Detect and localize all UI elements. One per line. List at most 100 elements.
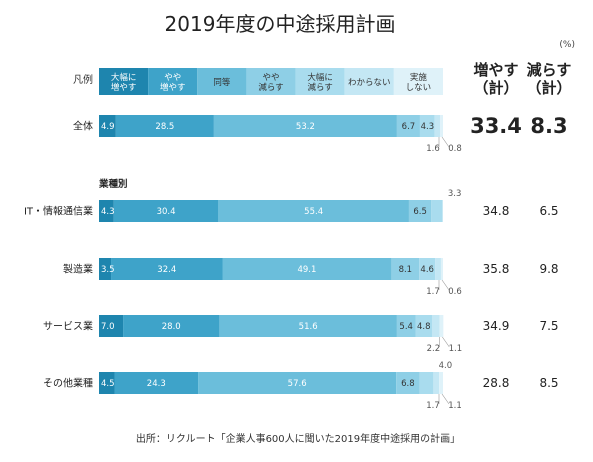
bar-segment [219, 315, 397, 337]
value-label: 49.1 [297, 265, 316, 275]
bar-segment [419, 258, 436, 280]
value-label: 6.7 [402, 122, 416, 132]
legend: 大幅に増やす やや増やす 同等 やや減らす 大幅に減らす わからない 実施しない [99, 68, 443, 95]
value-label: 1.1 [448, 401, 462, 411]
value-label: 2.2 [427, 344, 441, 354]
bar-segment [99, 315, 124, 337]
leader-line [441, 136, 450, 148]
legend-label: 凡例 [73, 73, 93, 86]
value-label: 5.4 [399, 322, 413, 332]
decrease-total: 6.5 [539, 204, 558, 218]
value-label: 4.5 [101, 379, 115, 389]
legend-entry: 実施しない [406, 72, 432, 93]
value-label: 0.8 [448, 144, 462, 154]
bar-segment [408, 200, 432, 222]
bar-segment [431, 200, 443, 222]
bars-layer: 全体 4.9 28.5 53.2 6.7 4.3 1.6 0.8 33.4 8.3 IT・情報通信業… [24, 114, 568, 411]
bar-segment [111, 258, 223, 280]
value-label: 4.3 [421, 122, 435, 132]
legend-swatch [246, 68, 296, 95]
legend-swatch [393, 68, 443, 95]
bar-segment [434, 115, 441, 137]
value-label: 53.2 [296, 122, 315, 132]
category-label: 全体 [73, 120, 93, 133]
summary-header: 増やす（計） [473, 61, 518, 97]
chart-title: 2019年度の中途採用計画 [165, 12, 396, 36]
increase-total: 34.9 [483, 319, 510, 333]
increase-total: 28.8 [483, 376, 510, 390]
value-label: 4.0 [439, 361, 453, 371]
bar-segment [439, 372, 443, 394]
bar-segment [433, 372, 440, 394]
bar-segment [396, 115, 420, 137]
bar-segment [415, 315, 432, 337]
bar-segment [419, 372, 434, 394]
value-label: 1.7 [426, 401, 440, 411]
decrease-total: 7.5 [539, 319, 558, 333]
value-label: 0.6 [448, 287, 462, 297]
bar-segment [218, 200, 409, 222]
value-label: 4.8 [417, 322, 431, 332]
category-label: その他業種 [43, 377, 93, 390]
category-label: IT・情報通信業 [24, 205, 93, 218]
leader-line [441, 393, 450, 405]
summary-headers: 増やす（計）減らす（計） [473, 61, 571, 97]
category-label: サービス業 [43, 320, 93, 333]
bar-segment [99, 372, 115, 394]
legend-entry: 同等 [213, 77, 231, 88]
legend-swatch [148, 68, 198, 95]
increase-total: 33.4 [470, 114, 522, 138]
bar-segment [391, 258, 420, 280]
value-label: 1.6 [426, 144, 440, 154]
bar-segment [99, 115, 116, 137]
source-note: 出所：リクルート「企業人事600人に聞いた2019年度中途採用の計画」 [136, 432, 460, 445]
decrease-total: 8.5 [539, 376, 558, 390]
legend-swatch [99, 68, 149, 95]
value-label: 4.9 [101, 122, 115, 132]
section-label: 業種別 [98, 178, 128, 190]
legend-entry: やや増やす [160, 73, 186, 93]
decrease-total: 9.8 [539, 262, 558, 276]
value-label: 57.6 [288, 379, 307, 389]
value-label: 7.0 [101, 322, 115, 332]
value-label: 1.1 [449, 344, 463, 354]
bar-segment [440, 115, 443, 137]
bar-segment [123, 315, 220, 337]
unit-label: (%) [559, 40, 575, 50]
bar-segment [440, 258, 443, 280]
bar-segment [435, 258, 441, 280]
value-label: 32.4 [157, 265, 176, 275]
legend-entry: 大幅に増やす [111, 72, 137, 93]
bar-segment [439, 315, 444, 337]
category-label: 製造業 [63, 263, 93, 276]
bar-segment [115, 115, 214, 137]
value-label: 4.6 [420, 265, 434, 275]
value-label: 28.5 [155, 122, 174, 132]
value-label: 55.4 [304, 207, 323, 217]
legend-entry: 大幅に減らす [307, 72, 333, 93]
legend-entry: やや減らす [258, 73, 283, 93]
legend-swatch [197, 68, 247, 95]
value-label: 3.5 [101, 265, 115, 275]
increase-total: 34.8 [483, 204, 510, 218]
summary-header: 減らす（計） [526, 61, 571, 97]
value-label: 8.1 [399, 265, 413, 275]
increase-total: 35.8 [483, 262, 510, 276]
value-label: 1.7 [426, 287, 440, 297]
bar-segment [396, 372, 420, 394]
value-label: 51.6 [299, 322, 318, 332]
bar-segment [198, 372, 397, 394]
leader-line [442, 336, 450, 348]
decrease-total: 8.3 [530, 114, 567, 138]
legend-swatch [344, 68, 394, 95]
legend-entry: わからない [348, 78, 391, 88]
value-label: 3.3 [448, 189, 462, 199]
bar-segment [99, 258, 112, 280]
bar-segment [419, 115, 435, 137]
bar-segment [222, 258, 392, 280]
bar-segment [113, 200, 219, 222]
value-label: 28.0 [162, 322, 181, 332]
leader-line [441, 279, 450, 291]
